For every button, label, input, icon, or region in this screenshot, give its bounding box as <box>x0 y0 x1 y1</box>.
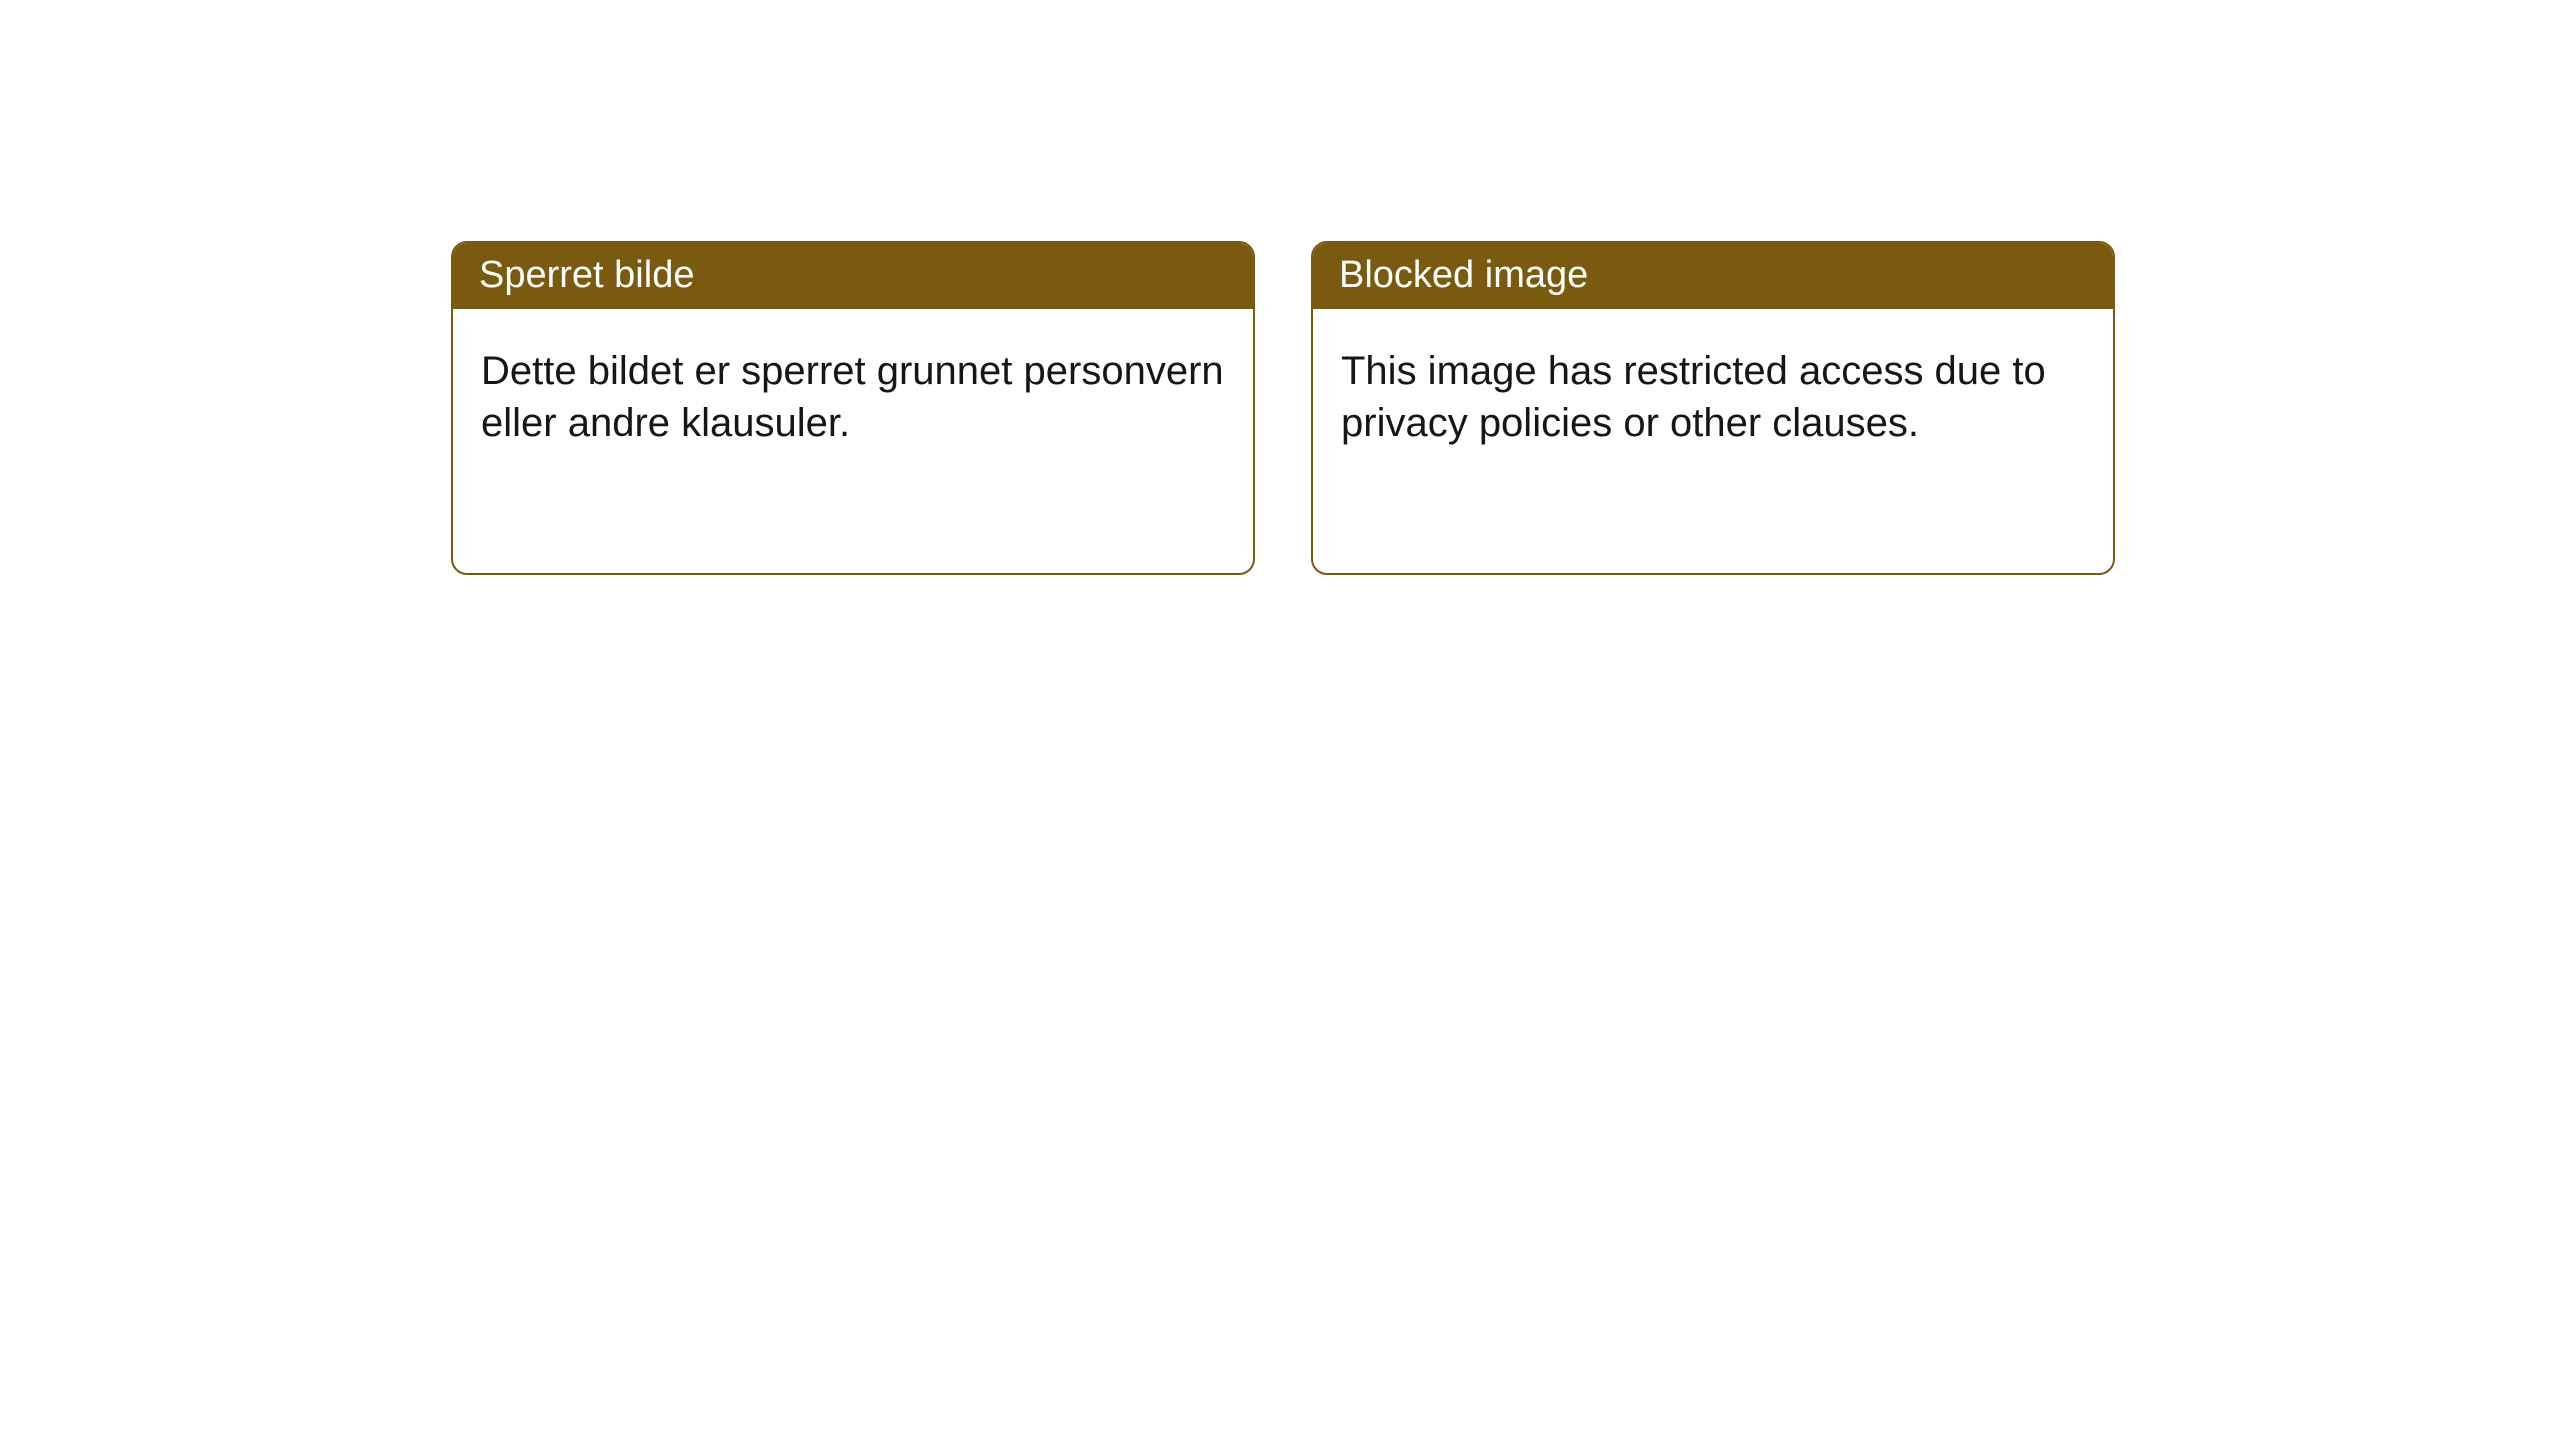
card-title-no: Sperret bilde <box>479 254 694 296</box>
card-body-text-no: Dette bildet er sperret grunnet personve… <box>481 349 1224 445</box>
blocked-image-card-en: Blocked image This image has restricted … <box>1311 241 2115 575</box>
card-body-text-en: This image has restricted access due to … <box>1341 349 2046 445</box>
card-title-en: Blocked image <box>1339 254 1588 296</box>
card-header-en: Blocked image <box>1313 243 2113 309</box>
card-body-en: This image has restricted access due to … <box>1313 309 2113 477</box>
card-header-no: Sperret bilde <box>453 243 1253 309</box>
cards-container: Sperret bilde Dette bildet er sperret gr… <box>0 0 2560 575</box>
blocked-image-card-no: Sperret bilde Dette bildet er sperret gr… <box>451 241 1255 575</box>
card-body-no: Dette bildet er sperret grunnet personve… <box>453 309 1253 477</box>
